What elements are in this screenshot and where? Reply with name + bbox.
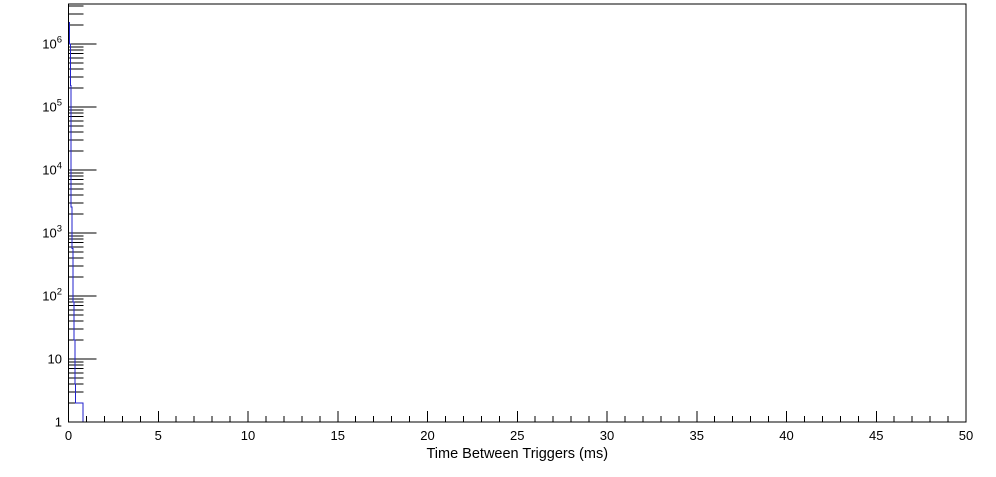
y-axis-minor-ticks (68, 5, 84, 404)
y-tick-label: 105 (42, 97, 62, 114)
x-tick-label: 45 (869, 428, 883, 443)
x-axis-major-ticks (68, 411, 967, 422)
x-tick-label: 20 (420, 428, 434, 443)
x-tick-label: 5 (155, 428, 162, 443)
histogram-series (68, 21, 84, 422)
x-tick-label: 35 (690, 428, 704, 443)
plot-frame (68, 3, 967, 423)
y-tick-label: 102 (42, 286, 62, 303)
x-axis-labels: 0 5 10 15 20 25 30 35 40 45 50 (65, 428, 973, 443)
y-tick-label: 106 (42, 34, 62, 51)
x-tick-label: 0 (65, 428, 72, 443)
x-tick-label: 50 (959, 428, 973, 443)
x-tick-label: 30 (600, 428, 614, 443)
y-tick-label: 104 (42, 160, 62, 177)
x-tick-label: 25 (510, 428, 524, 443)
x-axis-minor-ticks (85, 416, 949, 422)
x-tick-label: 40 (779, 428, 793, 443)
x-axis-title: Time Between Triggers (ms) (426, 446, 608, 462)
x-tick-label: 15 (331, 428, 345, 443)
y-axis-major-ticks (68, 43, 97, 423)
y-tick-label: 10 (48, 351, 62, 366)
y-tick-label: 103 (42, 223, 62, 240)
x-tick-label: 10 (241, 428, 255, 443)
y-tick-label: 1 (55, 415, 62, 430)
